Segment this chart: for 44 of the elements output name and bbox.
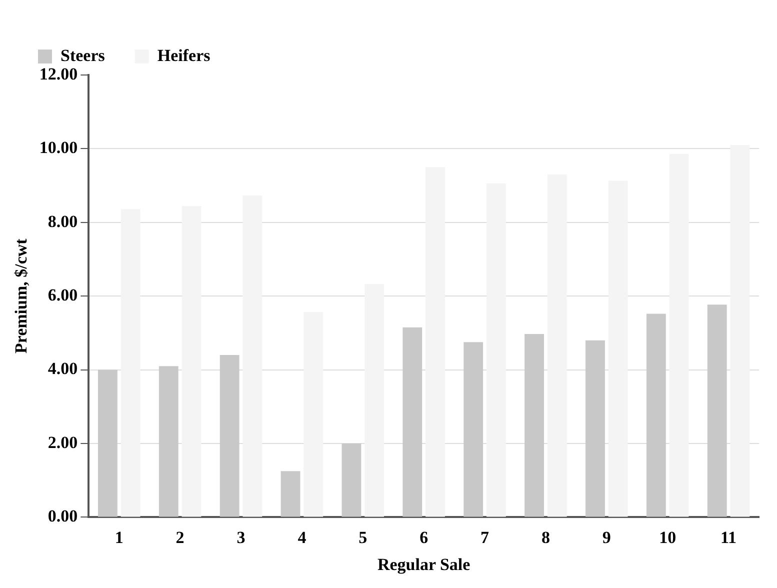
bar — [486, 183, 506, 517]
y-tick-label: 6.00 — [48, 285, 78, 304]
y-tick-label: 10.00 — [39, 138, 78, 158]
bar — [364, 284, 384, 517]
bar — [120, 209, 140, 517]
x-tick-label: 9 — [602, 528, 611, 547]
x-tick-label: 4 — [298, 528, 307, 547]
x-tick-label: 8 — [541, 528, 550, 547]
x-tick-label: 3 — [236, 528, 246, 547]
bar — [669, 154, 689, 517]
bar — [464, 342, 484, 517]
x-tick-label: 5 — [358, 528, 368, 547]
bar — [182, 206, 202, 517]
bar — [646, 314, 666, 517]
x-tick-label: 10 — [659, 528, 676, 547]
x-tick-label: 1 — [114, 528, 124, 547]
legend-label: Steers — [60, 46, 106, 65]
bar — [524, 334, 544, 517]
bar — [220, 355, 240, 517]
x-tick-label: 7 — [480, 528, 490, 547]
bar — [242, 196, 262, 517]
y-axis-title: Premium, $/cwt — [12, 238, 31, 354]
y-tick-label: 2.00 — [48, 432, 78, 452]
x-tick-label: 6 — [420, 528, 428, 547]
y-tick-label: 0.00 — [48, 506, 78, 526]
y-tick-label: 4.00 — [48, 359, 78, 378]
bar — [608, 180, 628, 517]
bar — [547, 174, 567, 517]
bar — [707, 304, 727, 517]
y-tick-label: 8.00 — [48, 212, 78, 231]
x-tick-label: 2 — [176, 528, 184, 547]
bar — [730, 145, 750, 517]
bar — [158, 366, 178, 517]
bar — [426, 167, 445, 517]
bar — [304, 312, 324, 517]
bar — [280, 471, 300, 517]
y-tick-label: 12.00 — [39, 64, 78, 84]
bar — [402, 327, 422, 517]
x-tick-label: 11 — [720, 528, 737, 547]
bar — [586, 340, 605, 517]
legend-label: Heifers — [157, 46, 211, 65]
x-axis-title: Regular Sale — [377, 555, 471, 574]
bar — [98, 370, 118, 517]
bar — [342, 444, 362, 517]
